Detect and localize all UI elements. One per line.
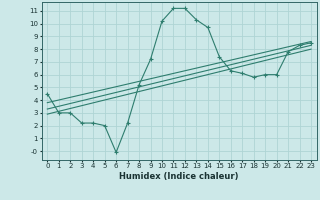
X-axis label: Humidex (Indice chaleur): Humidex (Indice chaleur): [119, 172, 239, 181]
